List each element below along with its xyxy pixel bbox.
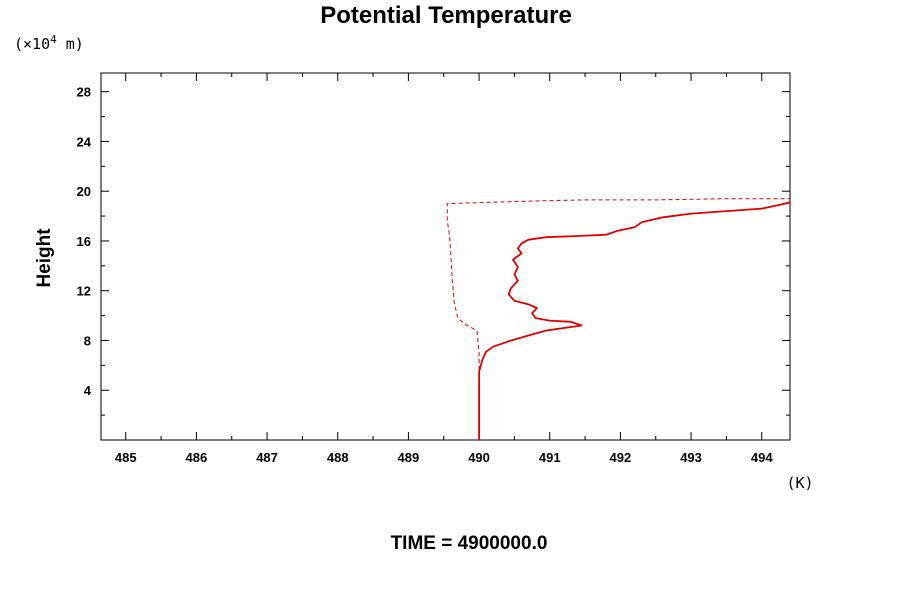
y-tick-label: 4 bbox=[84, 383, 92, 398]
y-tick-label: 24 bbox=[77, 134, 92, 149]
x-tick-label: 490 bbox=[468, 450, 490, 465]
time-label: TIME = 4900000.0 bbox=[391, 533, 548, 554]
x-tick-label: 489 bbox=[398, 450, 420, 465]
y-axis-unit-exponent: 4 bbox=[50, 33, 57, 46]
x-tick-label: 488 bbox=[327, 450, 349, 465]
x-tick-label: 486 bbox=[186, 450, 208, 465]
chart-title: Potential Temperature bbox=[320, 2, 572, 29]
y-tick-label: 8 bbox=[84, 333, 91, 348]
plot-frame bbox=[100, 72, 791, 441]
x-tick-label: 493 bbox=[680, 450, 702, 465]
y-axis-unit-suffix: m) bbox=[57, 35, 84, 53]
y-tick-label: 20 bbox=[77, 184, 91, 199]
x-tick-label: 491 bbox=[539, 450, 561, 465]
y-axis-unit: (×104 m) bbox=[14, 33, 84, 53]
x-axis-unit: (K) bbox=[786, 474, 813, 492]
x-tick-label: 494 bbox=[751, 450, 773, 465]
series-line-solid bbox=[478, 201, 790, 440]
y-tick-label: 16 bbox=[77, 234, 91, 249]
x-tick-label: 485 bbox=[115, 450, 137, 465]
y-tick-label: 28 bbox=[77, 85, 91, 100]
series-line-dashed bbox=[446, 198, 790, 440]
x-tick-label: 487 bbox=[256, 450, 278, 465]
y-tick-label: 12 bbox=[77, 284, 91, 299]
x-tick-label: 492 bbox=[610, 450, 632, 465]
y-axis-label: Height bbox=[34, 228, 55, 288]
plot-area: 485 486 487 488 489 490 491 492 493 494 4 8 12 16 20 24… bbox=[77, 72, 791, 465]
y-axis-unit-prefix: (×10 bbox=[14, 35, 50, 53]
